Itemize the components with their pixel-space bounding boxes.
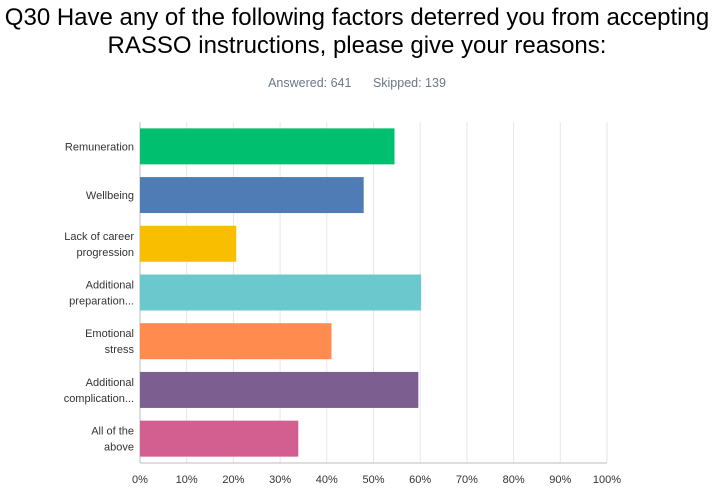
x-tick-labels: 0% 10% 20% 30% 40% 50% 60% 70% 80% 90% 100%	[132, 474, 621, 486]
x-tick-label: 30%	[269, 474, 291, 486]
category-label: Lack of career	[64, 231, 134, 243]
category-label: Additional	[86, 280, 134, 292]
bars	[140, 128, 422, 457]
category-label: above	[104, 442, 134, 454]
skipped-count: Skipped: 139	[372, 76, 446, 90]
bar[interactable]	[140, 177, 364, 214]
response-stats: Answered: 641 Skipped: 139	[0, 76, 714, 90]
bar[interactable]	[140, 225, 237, 262]
category-label: complication...	[64, 393, 134, 405]
x-tick-label: 10%	[176, 474, 198, 486]
x-tick-label: 20%	[222, 474, 244, 486]
x-tick-label: 100%	[593, 474, 621, 486]
x-tick-label: 40%	[316, 474, 338, 486]
bar[interactable]	[140, 128, 395, 165]
bar[interactable]	[140, 371, 419, 408]
bar[interactable]	[140, 420, 299, 457]
answered-count: Answered: 641	[268, 76, 352, 90]
category-label: Additional	[86, 377, 134, 389]
bar[interactable]	[140, 323, 332, 360]
x-tick-label: 70%	[456, 474, 478, 486]
x-tick-label: 60%	[409, 474, 431, 486]
category-label: progression	[77, 247, 134, 259]
title-line-2: RASSO instructions, please give your rea…	[107, 32, 607, 59]
question-title: Q30 Have any of the following factors de…	[0, 4, 714, 60]
x-tick-label: 80%	[503, 474, 525, 486]
title-line-1: Q30 Have any of the following factors de…	[4, 4, 710, 31]
category-labels: Remuneration Wellbeing Lack of career progr…	[64, 141, 135, 453]
bar[interactable]	[140, 274, 422, 311]
category-label: preparation...	[69, 296, 134, 308]
category-label: All of the	[91, 426, 134, 438]
x-tick-label: 50%	[362, 474, 384, 486]
category-label: Wellbeing	[86, 190, 134, 202]
x-tick-label: 90%	[549, 474, 571, 486]
category-label: stress	[105, 344, 135, 356]
category-label: Remuneration	[65, 141, 134, 153]
x-tick-label: 0%	[132, 474, 148, 486]
category-label: Emotional	[85, 328, 134, 340]
